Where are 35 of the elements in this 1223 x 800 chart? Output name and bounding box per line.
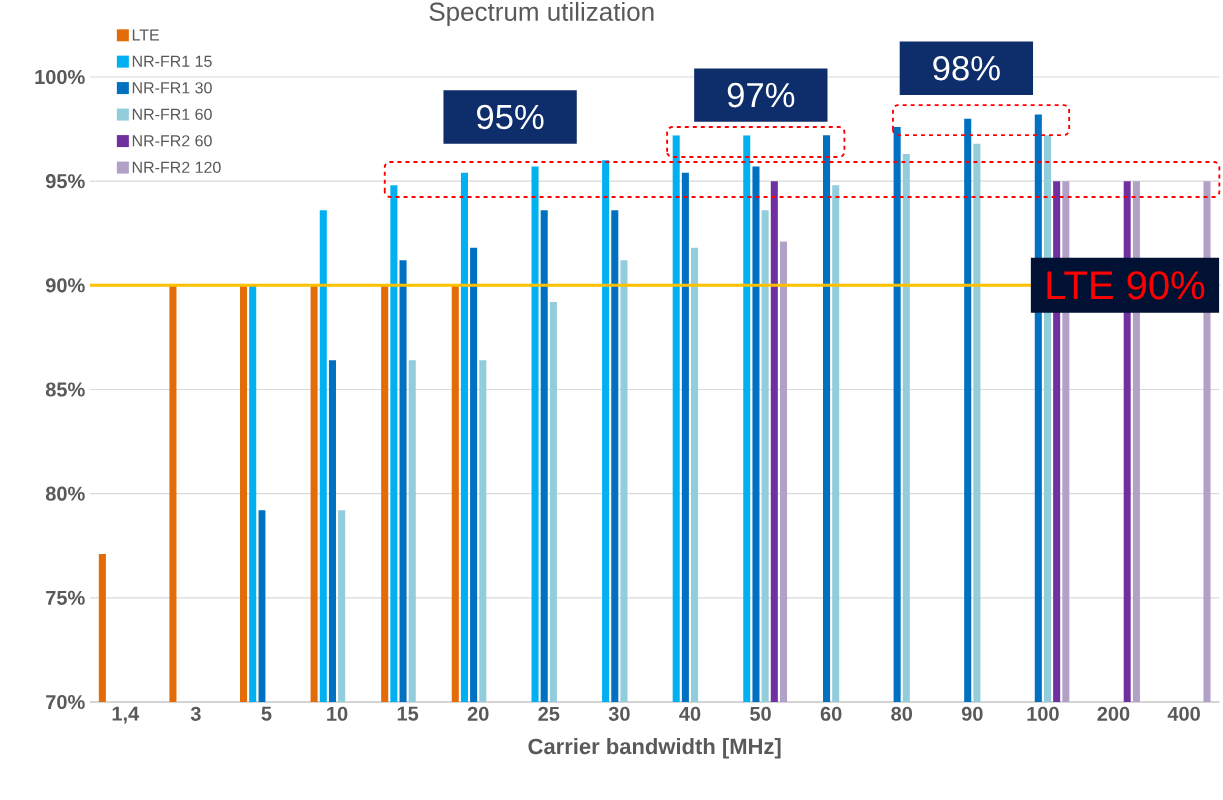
x-tick-label: 20 xyxy=(467,706,489,721)
x-tick-label: 100 xyxy=(1027,706,1059,721)
x-axis-title: Carrier bandwidth [MHz] xyxy=(528,738,781,759)
x-tick-label: 200 xyxy=(1097,706,1130,721)
y-tick-label: 70% xyxy=(46,694,85,710)
y-tick-label: 90% xyxy=(45,278,85,293)
x-tick-label: 3 xyxy=(190,706,201,721)
x-tick-label: 10 xyxy=(327,706,348,721)
x-tick-label: 400 xyxy=(1167,706,1200,721)
x-tick-label: 90 xyxy=(961,706,983,721)
legend-label: NR-FR1 60 xyxy=(132,108,212,120)
x-tick-label: 30 xyxy=(608,706,630,721)
legend-label: NR-FR1 30 xyxy=(132,82,212,94)
chart-title: Spectrum utilization xyxy=(429,1,654,27)
y-tick-label: 75% xyxy=(46,590,85,605)
y-tick-label: 100% xyxy=(35,69,85,85)
annotation: 95% xyxy=(477,104,544,130)
x-tick-label: 80 xyxy=(891,706,913,721)
y-tick-label: 95% xyxy=(45,174,85,189)
legend-label: NR-FR2 60 xyxy=(132,135,212,147)
annotation: 97% xyxy=(727,82,795,108)
x-tick-label: 60 xyxy=(820,706,842,721)
x-tick-label: 15 xyxy=(397,706,419,721)
legend-label: NR-FR2 120 xyxy=(132,161,221,173)
legend-label: NR-FR1 15 xyxy=(132,55,212,67)
x-tick-label: 5 xyxy=(261,706,272,721)
x-tick-label: 50 xyxy=(750,706,771,721)
x-tick-label: 25 xyxy=(538,706,560,721)
ref-line-label: LTE 90% xyxy=(1047,271,1205,300)
legend-label: LTE xyxy=(132,29,159,41)
x-tick-label: 1,4 xyxy=(112,706,140,724)
annotation: 98% xyxy=(933,55,1000,81)
y-tick-label: 80% xyxy=(45,486,85,501)
x-tick-label: 40 xyxy=(679,706,701,721)
y-tick-label: 85% xyxy=(45,382,85,397)
